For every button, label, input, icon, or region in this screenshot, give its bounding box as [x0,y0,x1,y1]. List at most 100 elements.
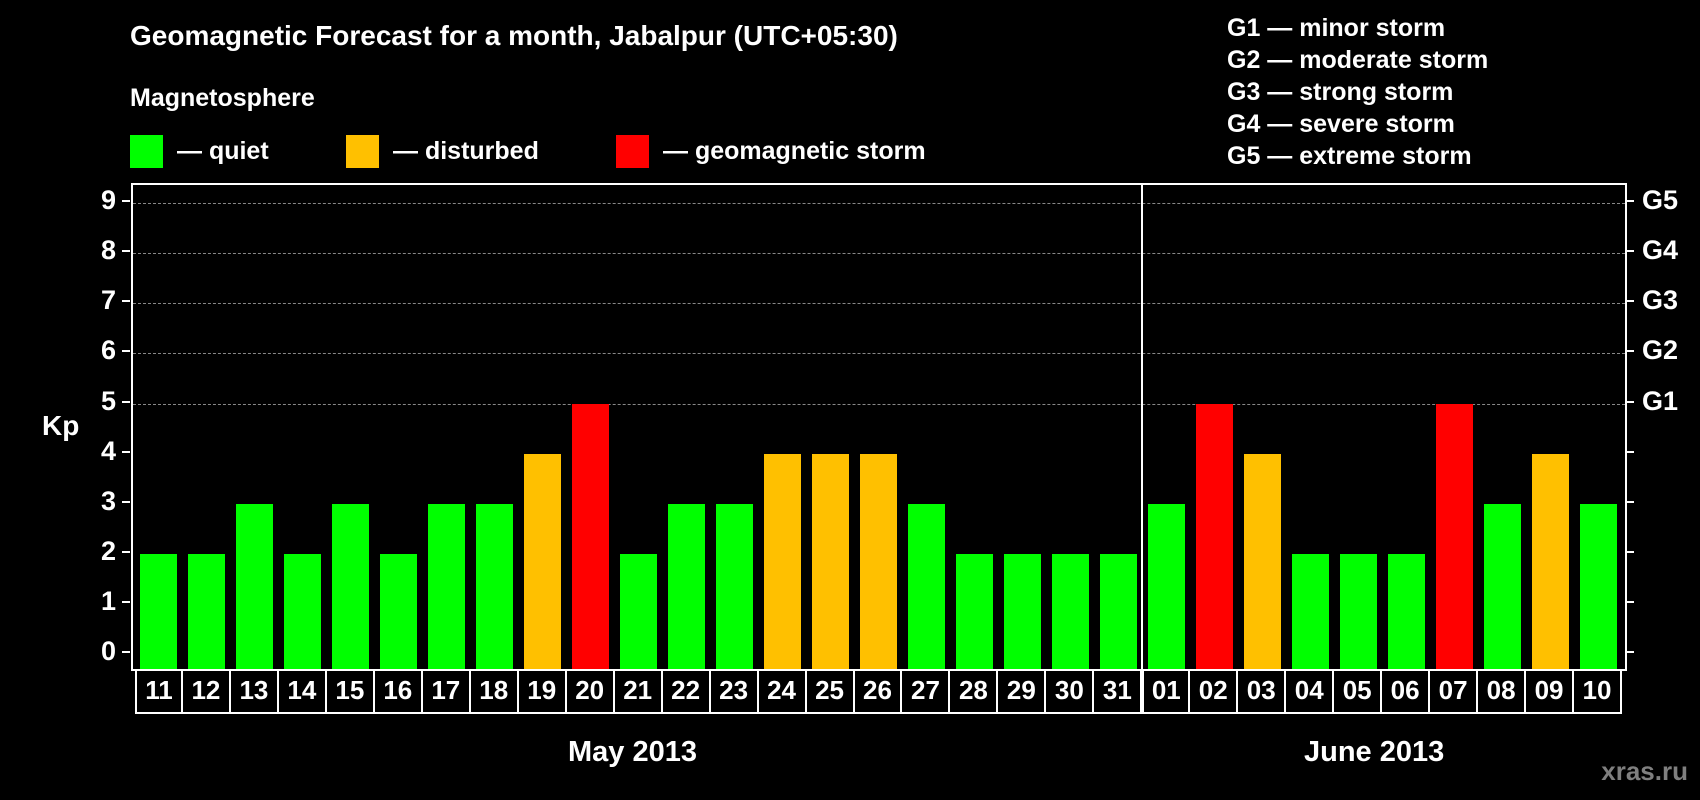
storm-scale-g5: G5 — extreme storm [1227,142,1472,170]
storm-scale-g2: G2 — moderate storm [1227,46,1489,74]
bar-13 [236,503,274,669]
date-cell-03: 03 [1238,669,1287,712]
date-cell-05: 05 [1334,669,1383,712]
storm-level-label-g3: G3 [1642,285,1679,316]
y-tick-6 [122,350,130,353]
date-cell-28: 28 [950,669,999,712]
date-cell-19: 19 [519,669,567,712]
storm-scale-g4: G4 — severe storm [1227,110,1455,138]
date-cell-14: 14 [279,669,327,712]
date-cell-25: 25 [807,669,855,712]
y-tick-label-7: 7 [100,285,116,316]
date-cell-09: 09 [1526,669,1575,712]
watermark: xras.ru [1601,756,1688,786]
y-tick-label-3: 3 [100,485,116,516]
date-cell-13: 13 [231,669,279,712]
legend-heading: Magnetosphere [130,84,315,112]
legend-label-storm: — geomagnetic storm [663,136,926,165]
date-cell-16: 16 [375,669,423,712]
gridline-kp-7 [133,303,1625,305]
y-tick-label-4: 4 [100,435,116,466]
bar-25 [812,453,850,669]
right-tick-5 [1626,400,1634,403]
y-tick-label-5: 5 [100,385,116,416]
right-tick-9 [1626,200,1634,203]
date-cell-21: 21 [615,669,663,712]
bar-01 [1147,503,1185,669]
date-cell-22: 22 [663,669,711,712]
bar-02 [1195,403,1233,669]
storm-scale-g1: G1 — minor storm [1227,14,1446,42]
date-cell-15: 15 [327,669,375,712]
date-cell-10: 10 [1574,669,1622,712]
right-tick-8 [1626,250,1634,253]
bar-17 [428,503,466,669]
y-tick-8 [122,250,130,253]
bar-26 [860,453,897,669]
gridline-kp-5 [133,403,1625,405]
storm-level-label-g2: G2 [1642,335,1679,366]
storm-scale-g3: G3 — strong storm [1227,78,1454,106]
bar-06 [1387,553,1425,669]
bar-15 [332,503,370,669]
date-cell-06: 06 [1382,669,1431,712]
bar-04 [1291,553,1329,669]
date-cell-24: 24 [759,669,807,712]
quiet-swatch-icon [130,134,163,168]
y-axis-label: Kp [42,410,80,441]
y-tick-5 [122,400,130,403]
y-tick-label-0: 0 [100,636,116,666]
legend-label-disturbed: — disturbed [393,136,539,165]
date-cell-31: 31 [1094,669,1143,712]
gridline-kp-8 [133,253,1625,255]
y-tick-label-1: 1 [100,585,116,616]
right-tick-1 [1626,600,1634,603]
disturbed-swatch-icon [346,134,379,168]
storm-scale-legend: G1 — minor storm G2 — moderate storm G3 … [1227,12,1488,172]
bar-30 [1051,553,1089,669]
storm-level-label-g1: G1 [1642,385,1679,416]
date-cell-02: 02 [1190,669,1239,712]
date-cell-26: 26 [855,669,903,712]
bar-22 [668,503,706,669]
y-tick-7 [122,300,130,303]
gridline-kp-6 [133,353,1625,355]
plot-area [131,183,1627,671]
storm-level-label-g4: G4 [1642,235,1679,266]
bar-11 [140,553,178,669]
date-cell-07: 07 [1430,669,1479,712]
month-divider [1141,185,1144,669]
bar-10 [1579,503,1617,669]
bar-16 [380,553,418,669]
date-cell-17: 17 [423,669,471,712]
y-tick-label-8: 8 [100,235,116,266]
right-tick-4 [1626,450,1634,453]
bar-24 [764,453,802,669]
y-tick-9 [122,200,130,203]
date-cell-20: 20 [567,669,615,712]
date-cell-23: 23 [711,669,759,712]
right-tick-6 [1626,350,1634,353]
bar-28 [955,553,993,669]
bar-19 [524,453,562,669]
bar-27 [907,503,945,669]
legend-label-quiet: — quiet [177,136,269,165]
date-cell-04: 04 [1286,669,1335,712]
bar-31 [1099,553,1137,669]
y-tick-2 [122,550,130,553]
bar-12 [188,553,226,669]
right-tick-3 [1626,500,1634,503]
date-cell-29: 29 [998,669,1047,712]
date-cell-12: 12 [183,669,231,712]
date-cell-30: 30 [1046,669,1095,712]
y-tick-label-9: 9 [100,185,116,216]
y-tick-4 [122,450,130,453]
date-cell-08: 08 [1478,669,1527,712]
storm-swatch-icon [616,134,649,168]
y-tick-3 [122,500,130,503]
bar-18 [476,503,514,669]
legend-item-disturbed: — disturbed [346,134,539,168]
y-tick-label-6: 6 [100,335,116,366]
date-cell-18: 18 [471,669,519,712]
bar-05 [1339,553,1377,669]
